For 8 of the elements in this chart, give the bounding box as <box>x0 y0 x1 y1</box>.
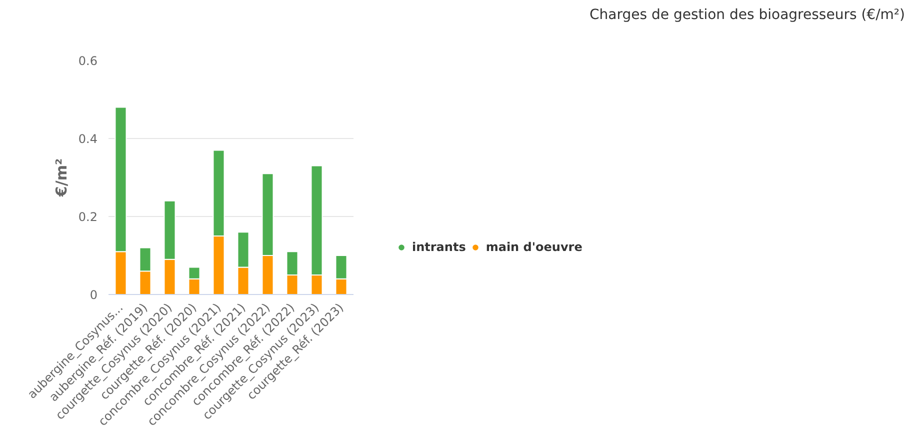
y-tick-label: 0.6 <box>78 54 98 68</box>
y-axis-title: €/m² <box>52 158 70 198</box>
y-tick-label: 0.2 <box>78 210 98 224</box>
y-tick-label: 0 <box>90 288 98 302</box>
y-tick-label: 0.4 <box>78 132 98 146</box>
text: Charges de gestion des bioagresseurs (€/m²) <box>590 6 905 25</box>
legend-label: main d'oeuvre <box>486 240 582 254</box>
legend-label: intrants <box>412 240 466 254</box>
